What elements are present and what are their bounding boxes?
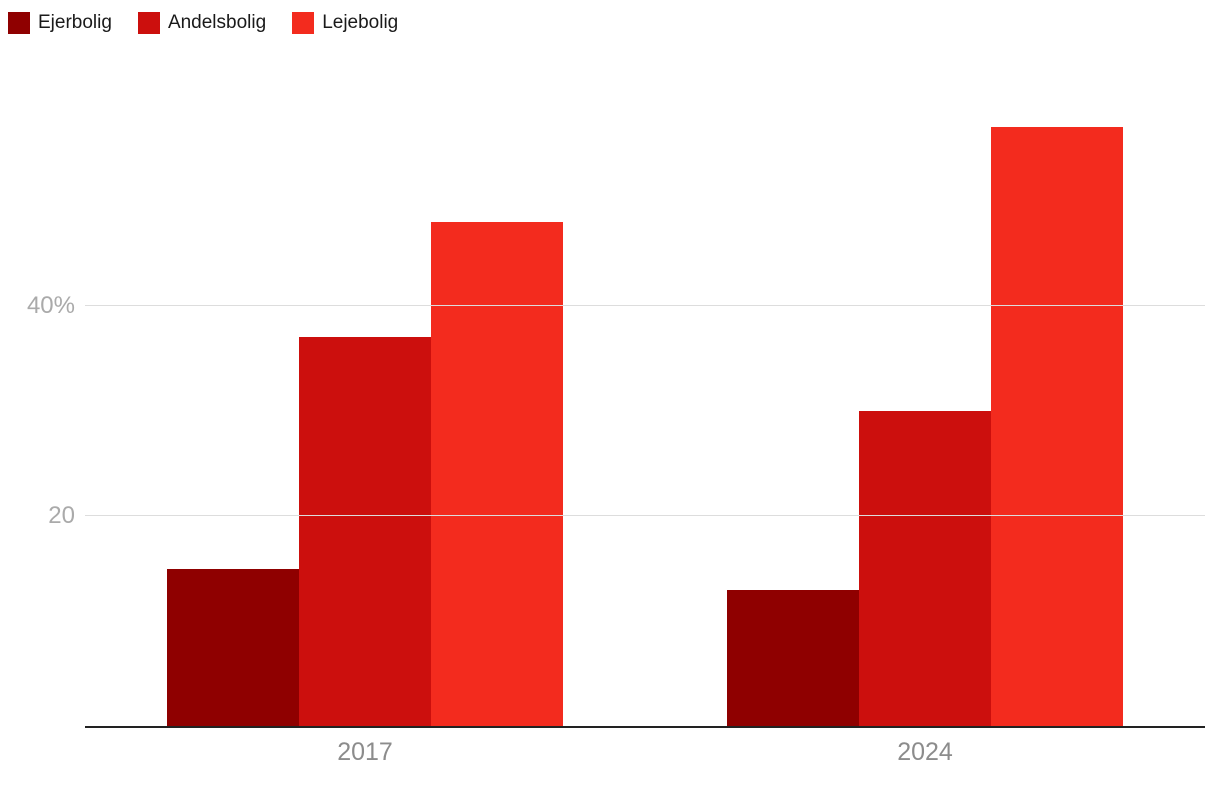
legend-label: Lejebolig [322,12,399,33]
legend: Ejerbolig Andelsbolig Lejebolig [8,12,398,34]
legend-swatch-icon [292,12,315,34]
bar-groups [85,70,1205,727]
y-tick-label-20: 20 [48,502,75,530]
legend-label: Andelsbolig [167,12,267,33]
legend-swatch-icon [137,12,160,34]
bar-ejerbolig-2017 [167,569,299,727]
gridline-20 [85,515,1205,517]
bar-lejebolig-2024 [991,126,1123,727]
x-axis-label-2024: 2024 [897,738,953,766]
bar-lejebolig-2017 [431,221,563,727]
bar-group-2017 [85,70,645,727]
x-axis-line [85,726,1205,728]
legend-item-ejerbolig: Ejerbolig [8,12,112,34]
legend-item-lejebolig: Lejebolig [292,12,398,34]
y-tick-label-40: 40% [26,291,75,319]
x-axis-label-2017: 2017 [337,738,393,766]
bar-group-2024 [645,70,1205,727]
gridline-40 [85,304,1205,306]
x-axis-labels: 2017 2024 [85,738,1205,767]
bar-andelsbolig-2024 [859,411,991,727]
legend-item-andelsbolig: Andelsbolig [137,12,267,34]
bar-andelsbolig-2017 [299,337,431,727]
bar-ejerbolig-2024 [727,590,859,727]
legend-swatch-icon [8,12,30,34]
legend-label: Ejerbolig [38,12,112,33]
plot-area [85,70,1205,728]
